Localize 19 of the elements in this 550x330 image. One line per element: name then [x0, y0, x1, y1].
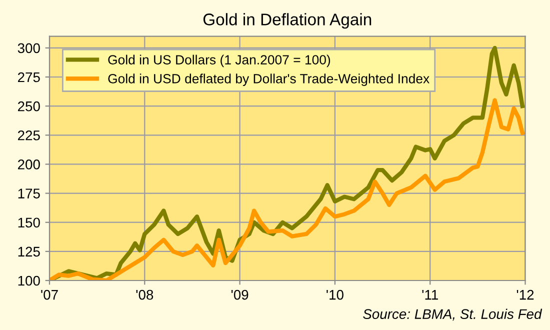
y-tick-label: 200 [18, 160, 40, 170]
y-tick-label: 300 [18, 43, 40, 54]
x-tick-label: '07 [41, 290, 58, 300]
y-tick-label: 100 [18, 276, 40, 286]
x-tick-label: '09 [231, 290, 248, 300]
legend-label: Gold in USD deflated by Dollar's Trade-Weighted Index [108, 74, 430, 86]
y-tick-label: 150 [18, 218, 40, 228]
x-tick-label: '10 [326, 290, 344, 300]
x-tick-label: '08 [136, 290, 154, 300]
legend-label: Gold in US Dollars (1 Jan.2007 = 100) [108, 54, 330, 68]
y-tick-label: 250 [18, 101, 40, 112]
x-tick-label: '12 [516, 290, 534, 300]
source-note: Source: LBMA, St. Louis Fed [363, 308, 542, 321]
y-tick-label: 225 [18, 130, 40, 140]
y-tick-label: 175 [18, 188, 40, 198]
chart-title: Gold in Deflation Again [203, 13, 372, 29]
x-tick-label: '11 [422, 290, 438, 300]
y-tick-label: 125 [18, 246, 40, 257]
y-tick-label: 275 [18, 72, 40, 82]
